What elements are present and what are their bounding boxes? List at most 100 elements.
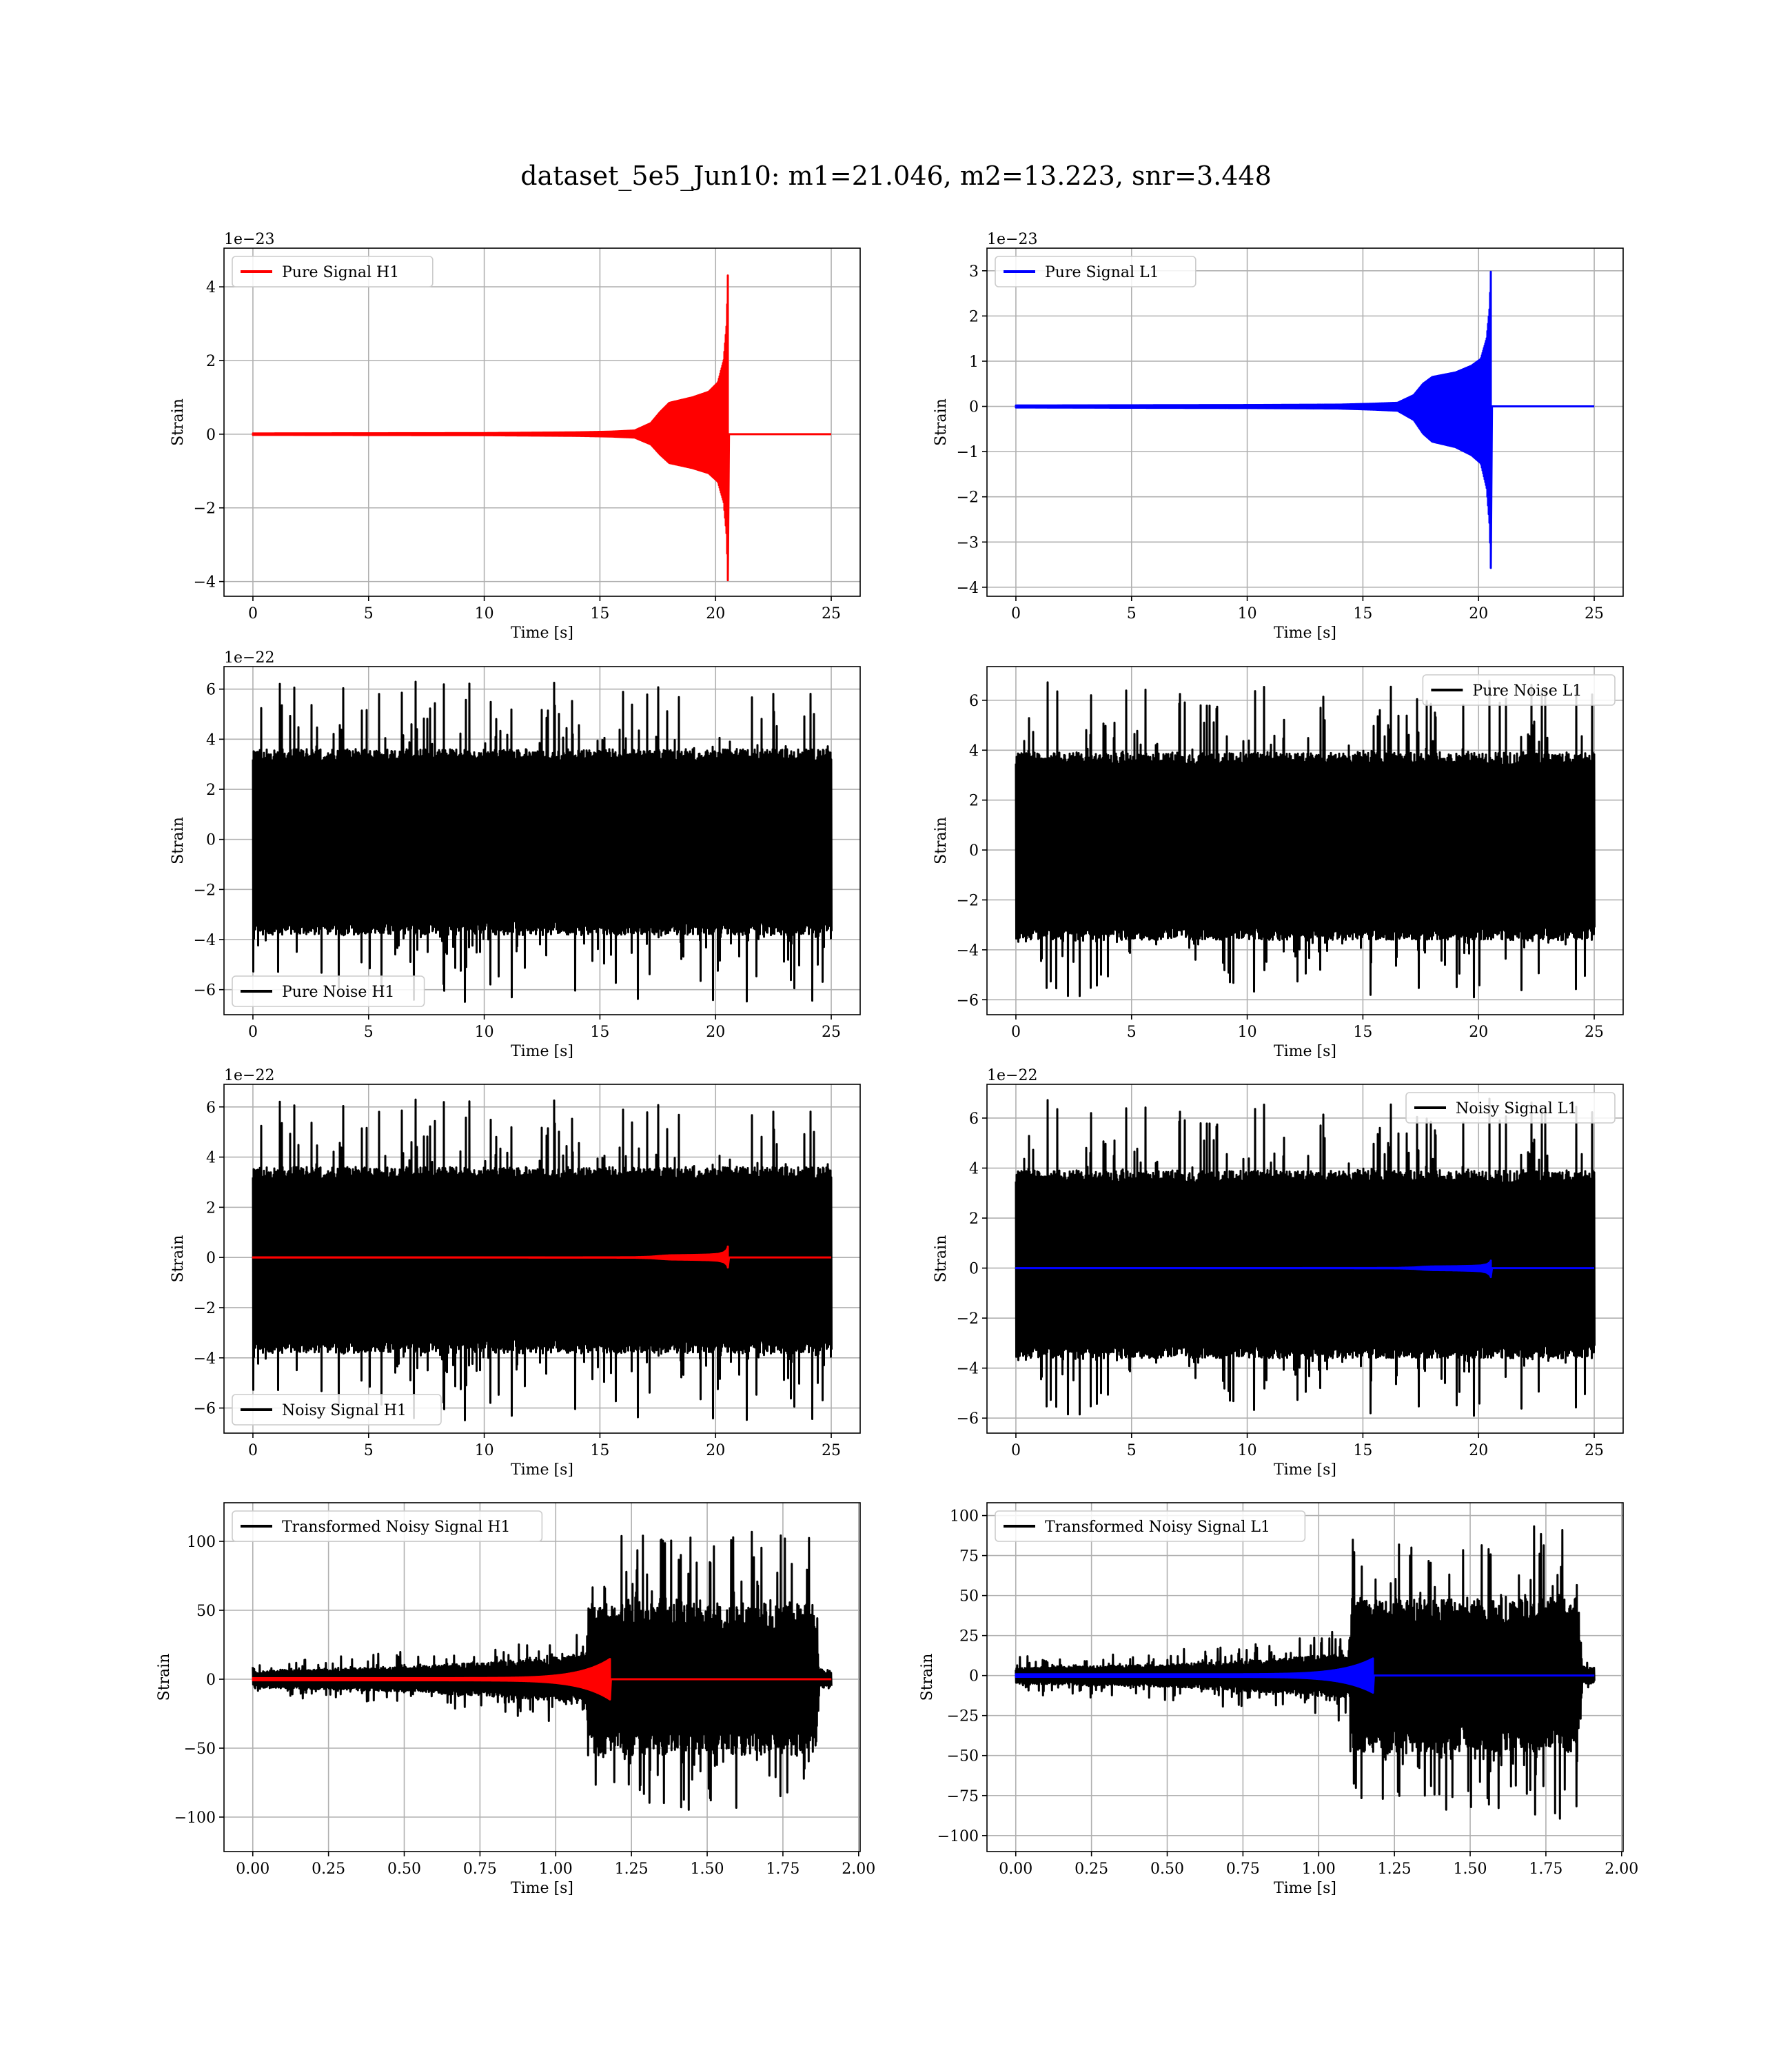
series-line-pure-noise-l1 [1015, 680, 1596, 999]
subplot-pure-signal-h1: 0 5 10 15 20 25 −4 −2 0 2 4 Time [s] Strain 1e−23 Pure… [170, 231, 861, 642]
y-axis-label: Strain [156, 1654, 173, 1701]
y-tick-label: 0 [206, 1250, 216, 1267]
plot-area [1015, 1525, 1596, 1820]
y-tick-label: 6 [206, 1099, 216, 1117]
x-tick-label: 1.75 [1529, 1861, 1562, 1878]
subplot-transformed-noisy-signal-l1: 0.00 0.25 0.50 0.75 1.00 1.25 1.50 1.75 2.00 −100… [919, 1502, 1638, 1897]
x-tick-label: 0 [1011, 1442, 1021, 1459]
y-tick-label: −50 [947, 1748, 979, 1765]
x-tick-label: 5 [364, 1024, 374, 1041]
series-line-transformed-noisy-signal-h1-signal-overlay [252, 1658, 832, 1701]
x-tick-label: 10 [475, 1024, 494, 1041]
x-tick-label: 5 [1127, 605, 1137, 622]
y-tick-label: 100 [187, 1534, 216, 1551]
x-tick-label: 2.00 [842, 1861, 875, 1878]
x-tick-label: 1.50 [1454, 1861, 1487, 1878]
legend-label: Transformed Noisy Signal L1 [1045, 1519, 1270, 1536]
axes-frame [986, 1084, 1624, 1434]
x-tick-label: 25 [822, 1442, 841, 1459]
x-tick-label: 15 [1353, 1024, 1372, 1041]
axes-frame [986, 1502, 1624, 1852]
legend-label: Transformed Noisy Signal H1 [282, 1519, 511, 1536]
y-tick-label: 2 [206, 353, 216, 370]
x-axis-label: Time [s] [511, 1043, 573, 1060]
axis-offset-text: 1e−23 [987, 231, 1037, 248]
y-tick-label: −2 [194, 1300, 216, 1317]
subplot-noisy-signal-h1: 0 5 10 15 20 25 −6 −4 −2 0 2 4 6 Time [s] Strain 1e−22 N… [170, 1067, 861, 1479]
series-line-noisy-signal-h1 [252, 1098, 833, 1421]
legend-box [995, 1510, 1306, 1542]
y-tick-label: 2 [969, 1210, 979, 1228]
axes-frame [223, 666, 861, 1015]
legend-box [232, 256, 434, 287]
x-tick-label: 15 [1353, 1442, 1372, 1459]
x-tick-label: 10 [475, 605, 494, 622]
figure-title: dataset_5e5_Jun10: m1=21.046, m2=13.223,… [520, 161, 1272, 192]
x-tick-label: 25 [822, 1024, 841, 1041]
axes-frame [986, 247, 1624, 597]
y-tick-label: −75 [947, 1788, 979, 1805]
x-tick-label: 0.00 [999, 1861, 1032, 1878]
y-tick-label: −6 [957, 992, 979, 1009]
y-tick-label: −1 [957, 444, 979, 461]
x-tick-label: 15 [590, 1024, 609, 1041]
y-tick-label: −2 [194, 500, 216, 518]
y-tick-label: 4 [969, 742, 979, 760]
y-tick-label: −2 [957, 489, 979, 507]
subplot-transformed-noisy-signal-h1: 0.00 0.25 0.50 0.75 1.00 1.25 1.50 1.75 2.00 −100… [156, 1502, 875, 1897]
x-tick-label: 20 [1469, 605, 1488, 622]
x-axis-label: Time [s] [511, 1880, 573, 1897]
y-axis-label: Strain [170, 1235, 187, 1283]
y-tick-label: −4 [194, 932, 216, 949]
x-tick-label: 5 [1127, 1442, 1137, 1459]
x-tick-label: 5 [364, 1442, 374, 1459]
y-axis-label: Strain [919, 1654, 936, 1701]
axes-frame [223, 247, 861, 597]
x-tick-label: 25 [1585, 1442, 1604, 1459]
y-tick-label: −100 [937, 1828, 979, 1845]
y-tick-label: −2 [957, 892, 979, 909]
y-axis-label: Strain [170, 817, 187, 864]
y-axis-label: Strain [933, 817, 950, 864]
axis-offset-text: 1e−22 [987, 1067, 1037, 1084]
y-tick-label: 100 [950, 1508, 979, 1525]
y-tick-label: 3 [969, 263, 979, 281]
x-tick-label: 0.50 [1150, 1861, 1184, 1878]
axes-frame [223, 1502, 861, 1852]
legend-label: Pure Signal L1 [1045, 264, 1159, 281]
legend-box [1405, 1092, 1616, 1124]
y-tick-label: −50 [184, 1741, 216, 1758]
legend-box [1422, 674, 1616, 706]
legend-box [232, 1394, 442, 1426]
x-axis-label: Time [s] [1274, 1043, 1336, 1060]
y-tick-label: 2 [969, 793, 979, 810]
legend-label: Pure Noise L1 [1472, 682, 1582, 700]
x-tick-label: 1.25 [615, 1861, 649, 1878]
x-tick-label: 20 [706, 1442, 725, 1459]
x-tick-label: 10 [1238, 605, 1257, 622]
legend: Transformed Noisy Signal H1 [232, 1510, 543, 1542]
y-tick-label: 4 [206, 731, 216, 749]
y-tick-label: −25 [947, 1708, 979, 1725]
y-axis-label: Strain [933, 1235, 950, 1283]
x-tick-label: 15 [590, 605, 609, 622]
x-tick-label: 0.50 [387, 1861, 421, 1878]
series-line-pure-signal-l1 [1015, 270, 1595, 569]
x-tick-label: 0.75 [463, 1861, 497, 1878]
legend: Transformed Noisy Signal L1 [995, 1510, 1306, 1542]
x-tick-label: 2.00 [1605, 1861, 1638, 1878]
series-line-transformed-noisy-signal-l1-signal-overlay [1015, 1657, 1595, 1694]
x-tick-label: 1.00 [1302, 1861, 1336, 1878]
y-tick-label: −100 [174, 1810, 216, 1827]
legend-box [232, 975, 425, 1007]
x-tick-label: 10 [1238, 1442, 1257, 1459]
legend-box [232, 1510, 543, 1542]
y-tick-label: −2 [194, 882, 216, 899]
y-tick-label: 4 [206, 1150, 216, 1167]
y-tick-label: 4 [969, 1161, 979, 1178]
x-tick-label: 20 [706, 1024, 725, 1041]
x-tick-label: 0 [1011, 1024, 1021, 1041]
x-tick-label: 0.25 [312, 1861, 345, 1878]
y-tick-label: 0 [969, 399, 979, 416]
x-tick-label: 1.25 [1378, 1861, 1412, 1878]
